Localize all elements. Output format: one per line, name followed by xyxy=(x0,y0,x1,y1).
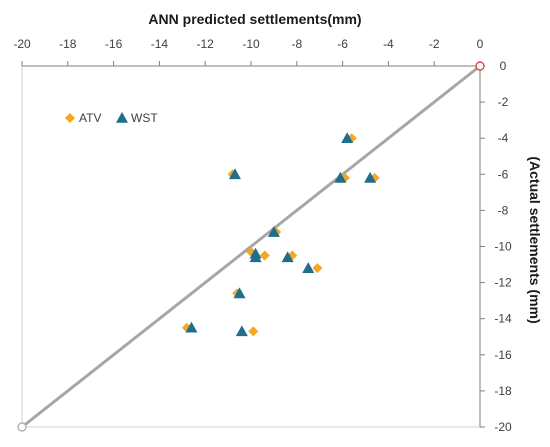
data-point-wst xyxy=(228,168,241,180)
legend-marker-atv xyxy=(65,113,75,123)
data-point-wst xyxy=(185,321,198,333)
data-point-atv xyxy=(259,250,270,261)
y-tick-label: -2 xyxy=(498,95,509,109)
y-tick-label: -6 xyxy=(498,167,509,181)
x-tick-label: -10 xyxy=(242,37,260,51)
data-point-atv xyxy=(248,326,259,337)
x-tick-label: 0 xyxy=(477,37,484,51)
x-tick-label: -6 xyxy=(337,37,348,51)
data-point-atv xyxy=(246,246,256,257)
data-points-group xyxy=(181,132,380,337)
reference-line-group xyxy=(17,61,485,432)
y-tick-label: -14 xyxy=(494,312,512,326)
y-tick-label: -12 xyxy=(494,276,512,290)
data-point-wst xyxy=(302,262,315,273)
legend: ATV WST xyxy=(65,111,158,125)
legend-marker-wst xyxy=(116,112,128,123)
data-point-wst xyxy=(341,132,354,143)
data-point-wst xyxy=(281,251,294,263)
x-tick-label: -14 xyxy=(151,37,169,51)
x-tick-label: -4 xyxy=(383,37,394,51)
y-tick-label: -20 xyxy=(494,420,512,434)
chart-title: ANN predicted settlements(mm) xyxy=(148,11,361,27)
data-point-wst xyxy=(267,226,280,237)
series-atv xyxy=(181,133,380,337)
x-tick-label: -12 xyxy=(197,37,215,51)
x-tick-label: -20 xyxy=(13,37,31,51)
legend-label-atv: ATV xyxy=(79,111,101,125)
y-tick-label: -10 xyxy=(494,240,512,254)
data-point-atv xyxy=(312,263,323,274)
data-point-wst xyxy=(334,171,347,183)
series-wst xyxy=(185,132,377,337)
y-tick-label: -18 xyxy=(494,384,512,398)
x-tick-label: -2 xyxy=(429,37,440,51)
data-point-wst xyxy=(249,251,262,263)
y-axis-label: (Actual settlements (mm) xyxy=(527,156,543,323)
data-point-wst xyxy=(364,171,377,183)
y-tick-label: 0 xyxy=(500,59,507,73)
x-tick-label: -18 xyxy=(59,37,77,51)
y-tick-label: -16 xyxy=(494,348,512,362)
legend-label-wst: WST xyxy=(131,111,158,125)
tick-labels-group: -20 -18 -16 -14 -12 -10 -8 -6 -4 -2 00-2-4-6-8-10-… xyxy=(13,37,512,434)
y-tick-label: -4 xyxy=(498,131,509,145)
x-tick-label: -8 xyxy=(291,37,302,51)
data-point-wst xyxy=(235,325,248,337)
data-point-wst xyxy=(233,287,246,299)
x-tick-label: -16 xyxy=(105,37,123,51)
reference-line xyxy=(21,64,481,429)
reference-line-start-marker xyxy=(17,422,27,432)
y-tick-label: -8 xyxy=(498,203,509,217)
reference-line-end-marker xyxy=(475,61,485,71)
